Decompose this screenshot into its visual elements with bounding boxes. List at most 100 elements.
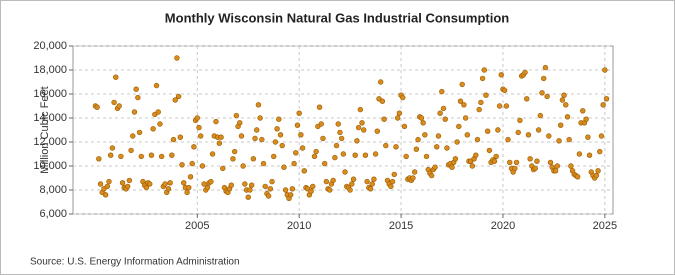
point [116,103,122,109]
point [389,178,396,185]
point [318,121,324,127]
point [111,99,117,106]
point [479,75,486,82]
point [434,144,440,150]
point [532,165,538,172]
point [250,156,257,162]
point [148,152,155,158]
point [294,122,301,128]
point [498,72,504,78]
point [461,102,467,108]
point [561,92,567,98]
point [106,178,112,185]
point [393,144,399,150]
point [238,133,245,139]
point [131,109,138,115]
point [118,153,124,160]
point [377,79,384,85]
point [355,124,362,131]
point [364,178,370,185]
point [537,112,544,119]
point [474,136,481,143]
point [194,115,201,121]
point [491,158,498,164]
y-axis-label: Million Cubic Feet [39,86,51,173]
point [267,186,274,192]
point [342,169,348,175]
point [379,98,386,104]
point [237,120,243,126]
point [495,127,501,133]
point [298,132,304,138]
point [600,102,606,108]
point [136,129,143,136]
point [439,88,445,95]
y-tick-label: 14,000 [33,112,67,124]
point [133,86,139,92]
point [547,159,554,166]
point [349,181,355,187]
point [444,145,450,151]
point [381,116,387,122]
point [350,176,357,182]
point [496,103,503,109]
point [201,181,207,187]
point [124,183,131,190]
point [265,193,272,199]
point [568,163,574,169]
point [184,189,190,196]
point [452,156,459,162]
point [554,163,561,169]
point [585,134,591,140]
point [478,99,484,106]
point [293,150,299,156]
point [233,112,240,119]
point [556,138,562,144]
point [503,103,510,109]
point [247,187,253,193]
point [109,145,116,151]
x-tick-label: 2015 [389,220,413,232]
point [308,188,314,194]
point [576,151,583,157]
point [383,142,389,149]
point [413,146,420,152]
point [165,186,172,192]
point [493,153,499,160]
point [248,182,255,188]
y-tick-label: 16,000 [33,88,67,100]
point [128,147,134,154]
point [456,123,462,130]
point [505,136,511,143]
point [94,104,100,110]
point [330,177,336,184]
x-tick-label: 2020 [491,220,515,232]
point [437,110,443,116]
point [459,81,465,88]
point [593,172,600,179]
point [513,159,520,166]
point [333,142,340,149]
point [170,136,177,143]
point [361,127,367,133]
x-tick-label: 2005 [185,220,209,232]
point [216,140,223,146]
point [310,183,316,190]
point [162,181,168,187]
x-tick-label: 2010 [287,220,311,232]
point [422,132,428,138]
point [454,139,460,145]
point [262,183,268,190]
point [199,163,206,169]
point [354,138,360,144]
point [347,187,353,193]
point [240,163,246,169]
point [423,153,430,160]
point [410,175,416,181]
point [158,153,165,160]
point [486,147,493,154]
point [204,184,211,191]
point [483,92,489,98]
point [271,153,277,160]
point [372,151,379,157]
